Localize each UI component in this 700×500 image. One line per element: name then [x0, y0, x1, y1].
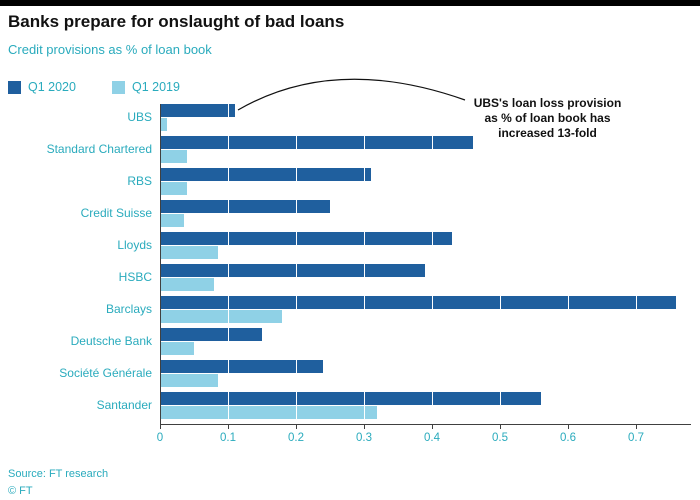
x-tick-label: 0.5	[492, 432, 508, 444]
gridline	[568, 104, 569, 424]
copyright-line: © FT	[8, 484, 33, 497]
x-tick-label: 0.4	[424, 432, 440, 444]
annotation-line: UBS's loan loss provision	[473, 96, 622, 110]
legend-label: Q1 2019	[131, 80, 180, 94]
legend: Q1 2020 Q1 2019	[8, 80, 180, 94]
gridline	[228, 104, 229, 424]
annotation: UBS's loan loss provision as % of loan bo…	[455, 96, 640, 141]
category-label: HSBC	[118, 270, 152, 284]
bar-chart: UBS's loan loss provision as % of loan bo…	[0, 78, 700, 448]
legend-item: Q1 2020	[8, 80, 76, 94]
legend-item: Q1 2019	[111, 80, 180, 94]
y-axis-line	[160, 104, 161, 424]
axis-tick	[500, 425, 501, 429]
category-label: Barclays	[105, 302, 152, 316]
bar-q1-2019	[160, 278, 214, 291]
axis-tick	[364, 425, 365, 429]
bar-q1-2019	[160, 342, 194, 355]
bar-q1-2019	[160, 406, 377, 419]
bar-q1-2019	[160, 182, 187, 195]
chart-subtitle: Credit provisions as % of loan book	[8, 42, 212, 57]
x-tick-label: 0.1	[220, 432, 236, 444]
top-black-bar	[0, 0, 700, 6]
x-tick-label: 0.2	[288, 432, 304, 444]
category-label: Lloyds	[117, 238, 152, 252]
axis-tick	[636, 425, 637, 429]
bar-q1-2019	[160, 118, 167, 131]
gridline	[636, 104, 637, 424]
x-tick-label: 0.6	[560, 432, 576, 444]
chart-title: Banks prepare for onslaught of bad loans	[8, 12, 345, 31]
gridline	[432, 104, 433, 424]
category-label: Deutsche Bank	[70, 334, 152, 348]
bar-q1-2020	[160, 360, 323, 373]
axis-tick	[568, 425, 569, 429]
gridline	[500, 104, 501, 424]
bar-q1-2020	[160, 328, 262, 341]
bar-q1-2020	[160, 232, 452, 245]
bar-q1-2019	[160, 150, 187, 163]
category-label: Standard Chartered	[46, 142, 152, 156]
bar-q1-2019	[160, 374, 218, 387]
x-tick-label: 0.7	[628, 432, 644, 444]
bar-q1-2020	[160, 104, 235, 117]
gridline	[296, 104, 297, 424]
bar-q1-2020	[160, 136, 473, 149]
x-tick-label: 0	[156, 432, 164, 444]
annotation-line: increased 13-fold	[498, 126, 597, 140]
axis-tick	[432, 425, 433, 429]
axis-tick	[228, 425, 229, 429]
category-label: Credit Suisse	[80, 206, 152, 220]
footer: Source: FT research © FT	[8, 466, 108, 499]
bar-q1-2020	[160, 392, 541, 405]
axis-tick	[296, 425, 297, 429]
legend-swatch	[8, 80, 21, 94]
bar-q1-2020	[160, 296, 676, 309]
category-label: RBS	[127, 174, 152, 188]
annotation-line: as % of loan book has	[484, 111, 611, 125]
bar-q1-2019	[160, 310, 282, 323]
category-label: Société Générale	[59, 366, 152, 380]
legend-label: Q1 2020	[28, 80, 76, 94]
axis-tick	[160, 425, 161, 429]
bar-q1-2019	[160, 246, 218, 259]
bar-q1-2020	[160, 264, 425, 277]
gridline	[364, 104, 365, 424]
x-tick-label: 0.3	[356, 432, 372, 444]
category-label: UBS	[127, 110, 152, 124]
bar-q1-2019	[160, 214, 184, 227]
bar-q1-2020	[160, 168, 371, 181]
bar-q1-2020	[160, 200, 330, 213]
source-line: Source: FT research	[8, 468, 109, 480]
x-axis-line	[160, 424, 691, 425]
legend-swatch	[111, 80, 125, 94]
category-label: Santander	[96, 398, 152, 412]
